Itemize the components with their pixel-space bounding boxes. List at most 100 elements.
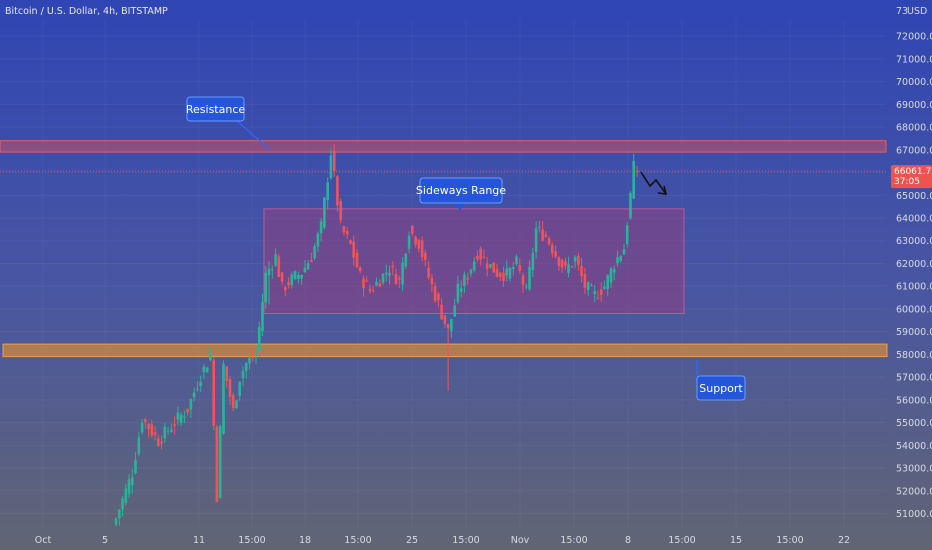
candle <box>199 375 202 393</box>
sideways-range-callout[interactable]: Sideways Range <box>416 177 506 211</box>
candle <box>170 423 173 434</box>
candle-body <box>313 246 316 259</box>
candle-body <box>391 266 395 268</box>
candle-body <box>632 161 635 199</box>
candle <box>209 348 212 362</box>
candle-body <box>495 269 499 277</box>
candle-body <box>437 293 440 301</box>
candle <box>398 275 401 288</box>
candle-body <box>202 366 206 372</box>
candle <box>528 260 531 291</box>
candle <box>267 261 271 305</box>
time-tick-label: 15:00 <box>344 535 371 546</box>
candle <box>231 392 235 412</box>
candle <box>241 366 245 386</box>
candle-body <box>505 268 508 276</box>
candle-body <box>339 201 342 221</box>
candle-body <box>378 283 382 287</box>
resistance-zone[interactable] <box>0 140 887 153</box>
candle <box>300 274 303 285</box>
candle-body <box>166 430 170 432</box>
candle <box>534 221 538 259</box>
candle-body <box>261 302 264 332</box>
candle <box>554 245 557 259</box>
price-tick-label: 59000.00 <box>896 327 932 338</box>
candle <box>271 265 274 279</box>
price-tick-label: 65000.00 <box>896 191 932 202</box>
candle-body <box>170 429 173 432</box>
candle <box>476 250 479 262</box>
candle-body <box>235 400 238 409</box>
time-tick-label: 15:00 <box>452 535 479 546</box>
candle <box>293 270 297 281</box>
candle-body <box>179 414 183 423</box>
candle <box>485 257 489 277</box>
candle <box>261 293 264 336</box>
candle <box>134 451 137 475</box>
candle-body <box>258 327 261 351</box>
candle <box>235 399 238 409</box>
time-tick-label: Oct <box>35 535 52 546</box>
candle <box>541 220 544 242</box>
candle-body <box>596 297 600 299</box>
candle-body <box>274 254 277 266</box>
candle-body <box>430 277 434 285</box>
candle <box>345 226 349 239</box>
price-tick-label: 68000.00 <box>896 123 932 134</box>
bar-countdown: 37:05 <box>894 177 920 187</box>
candle-body <box>381 273 385 283</box>
candle <box>244 362 248 379</box>
support-callout-label: Support <box>699 382 743 395</box>
candle <box>388 265 391 285</box>
forecast-arrow[interactable] <box>640 171 667 195</box>
candle <box>127 474 131 498</box>
price-tick-label: 67000.00 <box>896 145 932 156</box>
time-axis[interactable]: Oct 5 11 15:00 18 15:00 25 15:00 Nov 15:00 8 15:00 1… <box>35 535 850 546</box>
candle <box>538 220 541 233</box>
candle-body <box>420 240 424 258</box>
candle <box>417 238 421 253</box>
candle-body <box>498 272 502 277</box>
candle-body <box>131 477 134 486</box>
time-tick-label: 25 <box>406 535 418 546</box>
candle <box>401 256 404 291</box>
candle <box>567 256 570 278</box>
candle <box>459 280 463 298</box>
resistance-callout[interactable]: Resistance <box>186 96 270 150</box>
candle <box>248 350 251 370</box>
candle <box>450 318 453 338</box>
candle <box>492 262 495 273</box>
candle <box>570 265 574 268</box>
candle-body <box>244 363 248 371</box>
candle <box>443 315 447 328</box>
support-zone[interactable] <box>2 343 888 358</box>
candle <box>183 410 186 423</box>
candle-body <box>212 360 215 427</box>
price-tick-label: 55000.00 <box>896 418 932 429</box>
candle-body <box>456 283 460 302</box>
candle-body <box>590 285 593 287</box>
candle-body <box>199 381 202 387</box>
candle <box>502 266 505 287</box>
price-axis[interactable]: 51000.00 52000.00 53000.00 54000.00 55000.00… <box>896 32 932 520</box>
support-callout[interactable]: Support <box>696 360 746 401</box>
candle <box>433 282 437 303</box>
candle-body <box>518 265 522 271</box>
candle <box>336 175 339 212</box>
candle <box>287 277 290 289</box>
candle-body <box>222 363 225 434</box>
candle <box>518 258 522 274</box>
price-tick-label: 62000.00 <box>896 259 932 270</box>
candle <box>479 246 482 266</box>
candle <box>179 412 183 426</box>
candle-body <box>293 271 297 279</box>
candle-body <box>577 255 580 265</box>
candle <box>313 243 316 261</box>
candle-body <box>287 282 290 286</box>
candle <box>557 256 561 272</box>
candle <box>544 231 548 238</box>
candle <box>342 225 346 236</box>
candle <box>551 242 554 258</box>
